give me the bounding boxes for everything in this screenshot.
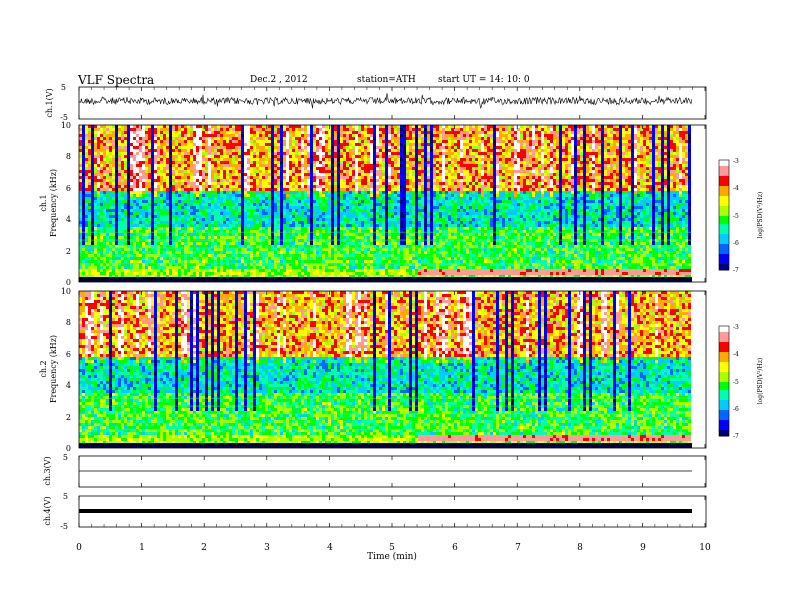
ch1-cb-tick-m3: -3: [733, 158, 739, 165]
ch2-cb-tick-m6: -6: [733, 406, 739, 413]
xtick-4: 4: [327, 543, 333, 553]
ch1-cb-tick-m6: -6: [733, 240, 739, 247]
ch2-colorbar-frame: [718, 325, 730, 437]
ch1-ytick-6: 6: [66, 184, 71, 193]
ch2-channel-name: ch.2: [39, 360, 48, 377]
ch4-waveform-trace: [79, 509, 692, 513]
xtick-1: 1: [139, 543, 145, 553]
xtick-8: 8: [577, 543, 583, 553]
ch2-ytick-8: 8: [66, 318, 71, 327]
ch2-spectrogram-image: [79, 291, 692, 448]
spec2-hline-2: [79, 413, 692, 415]
ch1-ytick-bottom: -5: [60, 113, 68, 122]
ch3-waveform-panel: 5 ch.3(V): [43, 453, 707, 488]
ch1-ytick-top: 5: [61, 83, 66, 92]
ch1-cb-tick-m5: -5: [733, 213, 739, 220]
xtick-7: 7: [515, 543, 521, 553]
ch2-ytick-0: 0: [66, 444, 71, 453]
ch1-cb-tick-m4: -4: [733, 185, 739, 192]
ch2-cb-tick-m4: -4: [733, 351, 739, 358]
ch1-spectrogram-image: [79, 125, 692, 282]
xtick-2: 2: [201, 543, 207, 553]
ch1-colorbar-frame: [718, 159, 730, 271]
ch2-frequency-axis-title: Frequency (kHz): [49, 335, 58, 403]
ch1-frequency-axis-title: Frequency (kHz): [49, 169, 58, 237]
figure-title: VLF Spectra: [77, 73, 154, 87]
time-axis: 0 1 2 3 4 5 6 7 8 9 10 Time (min): [76, 543, 711, 562]
xtick-9: 9: [640, 543, 646, 553]
ch2-cb-tick-m3: -3: [733, 324, 739, 331]
ch2-colorbar: -3 -4 -5 -6 -7 log(PSD(V²/Hz): [718, 324, 764, 440]
xtick-0: 0: [76, 543, 82, 553]
ch1-waveform-path: [78, 93, 693, 109]
ch4-waveform-ylabel: ch.4(V): [43, 496, 52, 525]
spec2-hline-1: [79, 421, 692, 423]
ch3-ytick-top: 5: [63, 453, 68, 462]
ch1-channel-name: ch.1: [39, 194, 48, 211]
ch1-spectrogram-frame: [78, 124, 707, 283]
ch1-colorbar-label: log(PSD(V²/Hz): [757, 192, 764, 239]
ch1-cb-tick-m7: -7: [733, 267, 739, 274]
spec1-baseline: [79, 277, 692, 282]
ch2-colorbar-gradient: [719, 326, 729, 437]
ch2-ytick-4: 4: [66, 381, 71, 390]
ch1-waveform-ylabel: ch.1(V): [45, 88, 54, 117]
ch1-spectrogram-panel: 0 2 4 6 8 10 ch.1Frequency (kHz): [39, 121, 707, 287]
time-axis-label: Time (min): [367, 551, 417, 562]
ch2-spectrogram-frame: [78, 290, 707, 449]
spec2-hline-0: [79, 429, 692, 431]
ch1-waveform-trace: [78, 93, 693, 109]
ch1-colorbar-gradient: [719, 160, 729, 271]
spec2-baseline: [79, 443, 692, 448]
time-axis-tick-marks: [78, 87, 706, 527]
xtick-10: 10: [699, 543, 711, 553]
ch4-waveform-panel: 5 -5 ch.4(V): [43, 492, 707, 531]
spec1-hline-4: [79, 231, 692, 233]
spec1-hline-1: [79, 255, 692, 257]
ch1-channel-label: ch.1Frequency (kHz): [39, 169, 58, 237]
ch2-colorbar-label: log(PSD(V²/Hz): [757, 358, 764, 405]
date-label: Dec.2 , 2012: [250, 75, 308, 85]
spec1-hline-3: [79, 239, 692, 241]
ch2-ytick-10: 10: [61, 287, 71, 296]
ch3-waveform-frame: [78, 455, 707, 488]
ch1-ytick-10: 10: [61, 121, 71, 130]
start-time-label: start UT = 14: 10: 0: [438, 75, 530, 85]
xtick-5: 5: [389, 543, 395, 553]
ch1-waveform-frame: [78, 86, 707, 120]
ch2-cb-tick-m7: -7: [733, 433, 739, 440]
ch1-ytick-4: 4: [66, 215, 71, 224]
station-label: station=ATH: [357, 75, 416, 85]
ch1-ytick-0: 0: [66, 278, 71, 287]
ch4-ytick-bottom: -5: [60, 522, 68, 531]
ch2-cb-tick-m5: -5: [733, 379, 739, 386]
spec2-hline-3: [79, 405, 692, 407]
ch2-channel-label: ch.2Frequency (kHz): [39, 335, 58, 403]
ch2-ytick-6: 6: [66, 350, 71, 359]
ch2-frequency-ticks: 0 2 4 6 8 10: [61, 287, 71, 453]
ch1-ytick-8: 8: [66, 152, 71, 161]
ch1-waveform-panel: 5 -5 ch.1(V): [45, 83, 707, 122]
ch2-ytick-2: 2: [66, 413, 71, 422]
spec1-hline-0: [79, 263, 692, 265]
ch4-ytick-top: 5: [63, 492, 68, 501]
ch1-frequency-ticks: 0 2 4 6 8 10: [61, 121, 71, 287]
ch1-ytick-2: 2: [66, 247, 71, 256]
ch3-waveform-ylabel: ch.3(V): [43, 456, 52, 485]
xtick-3: 3: [264, 543, 270, 553]
xtick-6: 6: [452, 543, 458, 553]
ch1-colorbar: -3 -4 -5 -6 -7 log(PSD(V²/Hz): [718, 158, 764, 274]
ch2-spectrogram-panel: 0 2 4 6 8 10 ch.2Frequency (kHz): [39, 287, 707, 453]
spec2-hline-4: [79, 397, 692, 399]
spec1-hline-2: [79, 247, 692, 249]
